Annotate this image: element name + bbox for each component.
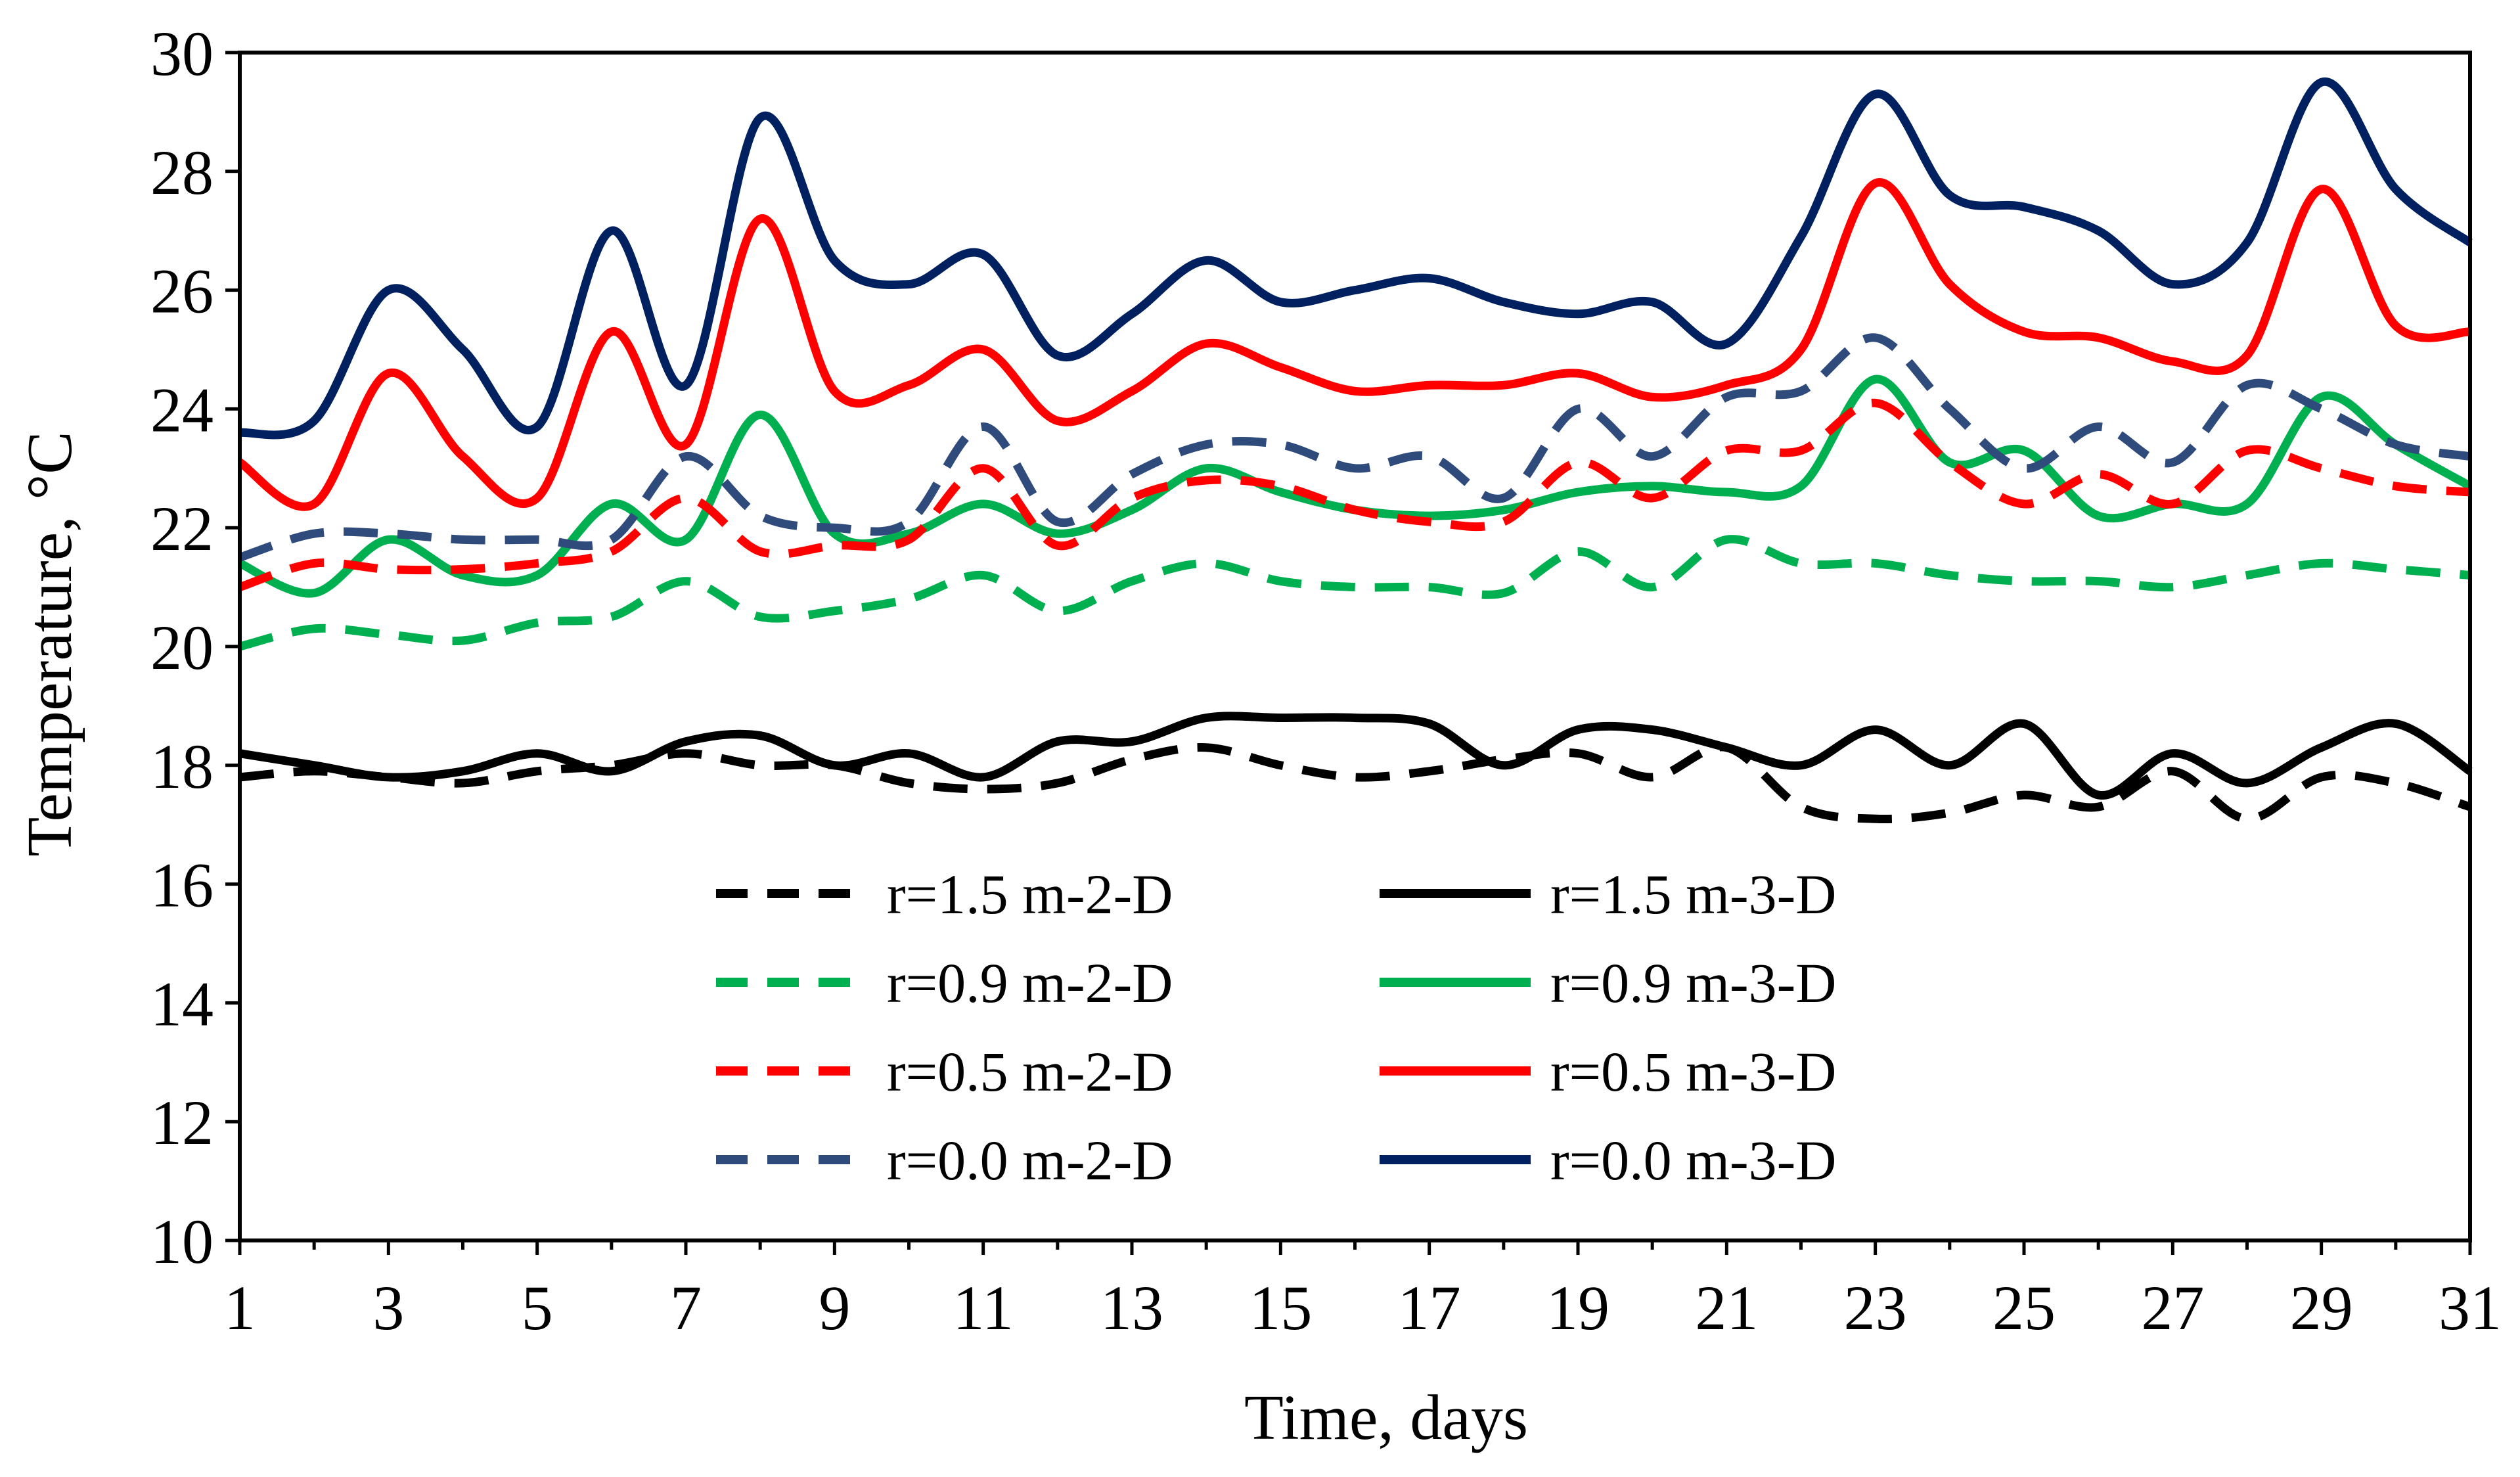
x-tick-label: 5 — [522, 1273, 553, 1343]
y-axis-ticks: 10 12 14 16 18 20 22 24 26 28 30 — [150, 18, 240, 1277]
x-tick-label: 19 — [1546, 1273, 1609, 1343]
x-tick-label: 7 — [670, 1273, 702, 1343]
x-tick-label: 29 — [2290, 1273, 2353, 1343]
y-tick-label: 10 — [150, 1206, 214, 1277]
x-tick-label: 13 — [1100, 1273, 1163, 1343]
y-tick-label: 26 — [150, 256, 214, 327]
x-tick-label: 15 — [1249, 1273, 1312, 1343]
legend-label: r=1.5 m-3-D — [1550, 863, 1836, 926]
x-tick-label: 3 — [372, 1273, 404, 1343]
series-line-r-0-5-m-2-d — [238, 398, 2471, 591]
x-axis-title: Time, days — [1244, 1382, 1528, 1453]
legend-label: r=0.0 m-3-D — [1550, 1129, 1836, 1192]
y-tick-label: 30 — [150, 18, 214, 89]
x-tick-label: 23 — [1844, 1273, 1907, 1343]
x-tick-label: 17 — [1398, 1273, 1461, 1343]
y-tick-label: 16 — [150, 850, 214, 920]
series-line-r-1-5-m-3-d — [238, 712, 2473, 800]
y-tick-label: 12 — [150, 1087, 214, 1158]
legend: r=1.5 m-2-D r=1.5 m-3-D r=0.9 m-2-D r=0.9 m… — [716, 863, 1836, 1192]
y-tick-label: 28 — [150, 137, 214, 208]
y-tick-label: 22 — [150, 493, 214, 564]
x-tick-label: 31 — [2439, 1273, 2502, 1343]
x-tick-label: 21 — [1695, 1273, 1758, 1343]
y-tick-label: 24 — [150, 375, 214, 445]
series-line-r-0-0-m-2-d — [238, 333, 2471, 562]
x-tick-label: 27 — [2141, 1273, 2204, 1343]
x-tick-label: 25 — [1992, 1273, 2056, 1343]
legend-label: r=0.9 m-3-D — [1550, 951, 1836, 1014]
series-line-r-0-9-m-2-d — [238, 535, 2471, 651]
legend-label: r=0.5 m-2-D — [887, 1040, 1173, 1103]
y-tick-label: 18 — [150, 731, 214, 802]
y-tick-label: 14 — [150, 968, 214, 1039]
series-line-r-1-5-m-2-d — [239, 742, 2472, 823]
y-axis-title: Temperature, °C — [14, 431, 85, 856]
legend-label: r=1.5 m-2-D — [887, 863, 1173, 926]
x-tick-label: 1 — [224, 1273, 256, 1343]
series-line-r-0-5-m-3-d — [237, 178, 2471, 511]
x-tick-label: 9 — [819, 1273, 850, 1343]
y-tick-label: 20 — [150, 612, 214, 683]
x-tick-label: 11 — [953, 1273, 1013, 1343]
series-line-r-0-0-m-3-d — [238, 77, 2473, 440]
x-axis-ticks: 1 3 5 7 9 11 13 15 17 19 21 23 25 27 29 31 — [224, 1240, 2502, 1343]
series-layer — [237, 77, 2473, 823]
legend-label: r=0.9 m-2-D — [887, 951, 1173, 1014]
legend-label: r=0.5 m-3-D — [1550, 1040, 1836, 1103]
plot-area-frame — [238, 51, 2472, 1242]
legend-label: r=0.0 m-2-D — [887, 1129, 1173, 1192]
